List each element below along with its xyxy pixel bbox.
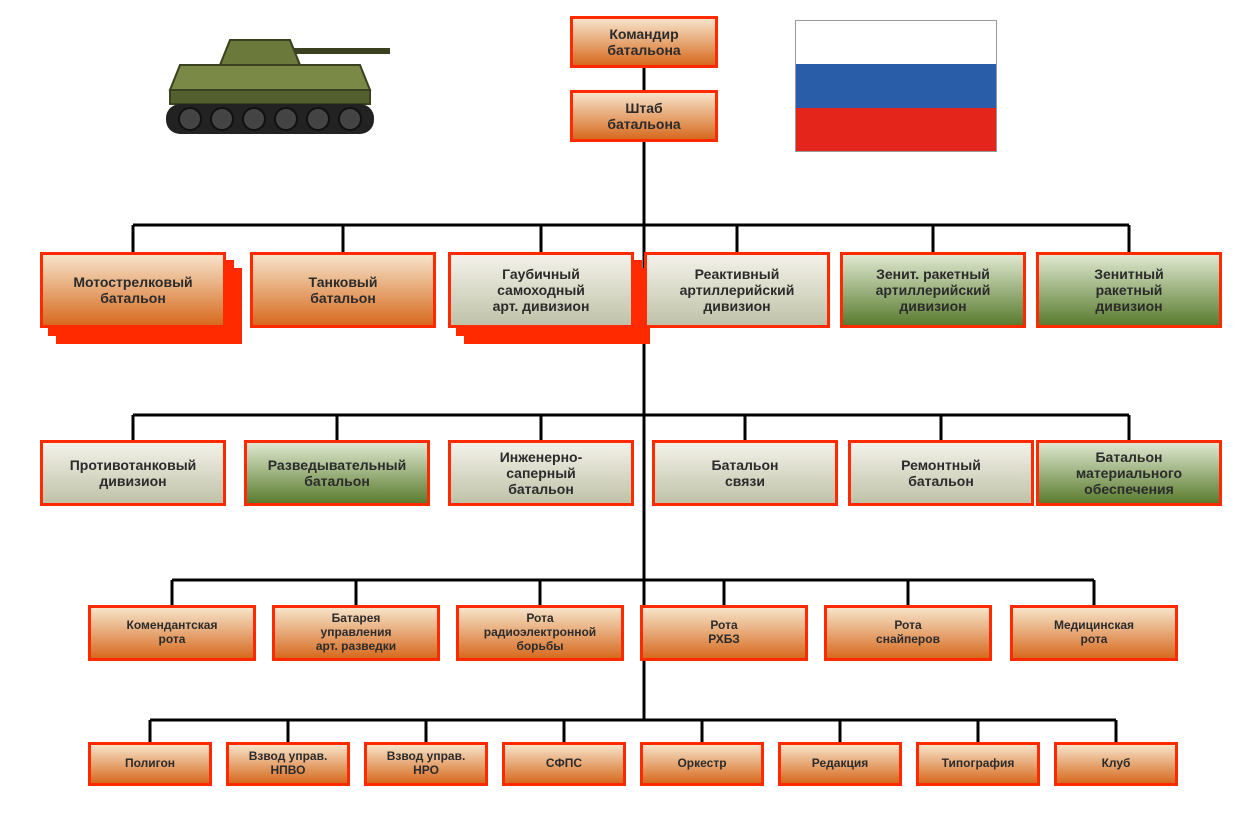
org-node-commander: Командир батальона xyxy=(570,16,718,68)
org-node-label: Батальон связи xyxy=(712,457,779,489)
org-node-r4b: Взвод управ. НПВО xyxy=(226,742,350,786)
org-node-label: Комендантская рота xyxy=(127,619,218,647)
org-node-r4g: Типография xyxy=(916,742,1040,786)
org-node-r2b: Разведывательный батальон xyxy=(244,440,430,506)
org-node-label: Взвод управ. НПВО xyxy=(249,750,328,778)
org-node-label: Оркестр xyxy=(677,757,726,771)
org-node-label: Типография xyxy=(942,757,1015,771)
org-node-r1a: Мотострелковый батальон xyxy=(40,252,226,328)
org-node-label: Штаб батальона xyxy=(607,100,680,132)
org-node-label: Рота РХБЗ xyxy=(708,619,740,647)
org-node-r1f: Зенитный ракетный дивизион xyxy=(1036,252,1222,328)
flag-stripe-red xyxy=(796,108,996,151)
russian-flag xyxy=(795,20,997,152)
org-node-label: Танковый батальон xyxy=(309,274,378,306)
org-node-r4f: Редакция xyxy=(778,742,902,786)
org-node-r2c: Инженерно- саперный батальон xyxy=(448,440,634,506)
org-node-label: Командир батальона xyxy=(607,26,680,58)
org-node-r3c: Рота радиоэлектронной борьбы xyxy=(456,605,624,661)
org-node-label: Полигон xyxy=(125,757,175,771)
org-node-label: Мотострелковый батальон xyxy=(73,274,192,306)
org-node-label: Редакция xyxy=(812,757,868,771)
org-node-hq: Штаб батальона xyxy=(570,90,718,142)
org-node-label: Клуб xyxy=(1102,757,1131,771)
org-node-r1d: Реактивный артиллерийский дивизион xyxy=(644,252,830,328)
org-node-label: Взвод управ. НРО xyxy=(387,750,466,778)
org-node-label: Инженерно- саперный батальон xyxy=(500,449,583,497)
org-node-r4e: Оркестр xyxy=(640,742,764,786)
org-node-r4h: Клуб xyxy=(1054,742,1178,786)
org-node-r3b: Батарея управления арт. разведки xyxy=(272,605,440,661)
org-node-r4a: Полигон xyxy=(88,742,212,786)
org-chart-canvas: Командир батальона Штаб батальона Мотостре… xyxy=(0,0,1257,814)
org-node-r4d: СФПС xyxy=(502,742,626,786)
org-node-r1c: Гаубичный самоходный арт. дивизион xyxy=(448,252,634,328)
org-node-label: Противотанковый дивизион xyxy=(70,457,197,489)
org-node-label: Зенитный ракетный дивизион xyxy=(1094,266,1164,314)
org-node-r3f: Медицинская рота xyxy=(1010,605,1178,661)
tank-illustration xyxy=(160,10,400,150)
org-node-label: Рота снайперов xyxy=(876,619,940,647)
org-node-label: Батальон материального обеспечения xyxy=(1076,449,1182,497)
org-node-label: СФПС xyxy=(546,757,582,771)
org-node-r1b: Танковый батальон xyxy=(250,252,436,328)
org-node-r3d: Рота РХБЗ xyxy=(640,605,808,661)
org-node-r2e: Ремонтный батальон xyxy=(848,440,1034,506)
org-node-label: Разведывательный батальон xyxy=(268,457,407,489)
org-node-r3a: Комендантская рота xyxy=(88,605,256,661)
org-node-r1e: Зенит. ракетный артиллерийский дивизион xyxy=(840,252,1026,328)
org-node-r2a: Противотанковый дивизион xyxy=(40,440,226,506)
org-node-r2f: Батальон материального обеспечения xyxy=(1036,440,1222,506)
org-node-label: Реактивный артиллерийский дивизион xyxy=(680,266,795,314)
org-node-label: Батарея управления арт. разведки xyxy=(316,612,396,653)
org-node-label: Гаубичный самоходный арт. дивизион xyxy=(493,266,590,314)
org-node-label: Рота радиоэлектронной борьбы xyxy=(484,612,596,653)
org-node-r2d: Батальон связи xyxy=(652,440,838,506)
org-node-r3e: Рота снайперов xyxy=(824,605,992,661)
org-node-label: Ремонтный батальон xyxy=(901,457,981,489)
org-node-r4c: Взвод управ. НРО xyxy=(364,742,488,786)
org-node-label: Зенит. ракетный артиллерийский дивизион xyxy=(876,266,991,314)
flag-stripe-blue xyxy=(796,64,996,107)
org-node-label: Медицинская рота xyxy=(1054,619,1134,647)
flag-stripe-white xyxy=(796,21,996,64)
